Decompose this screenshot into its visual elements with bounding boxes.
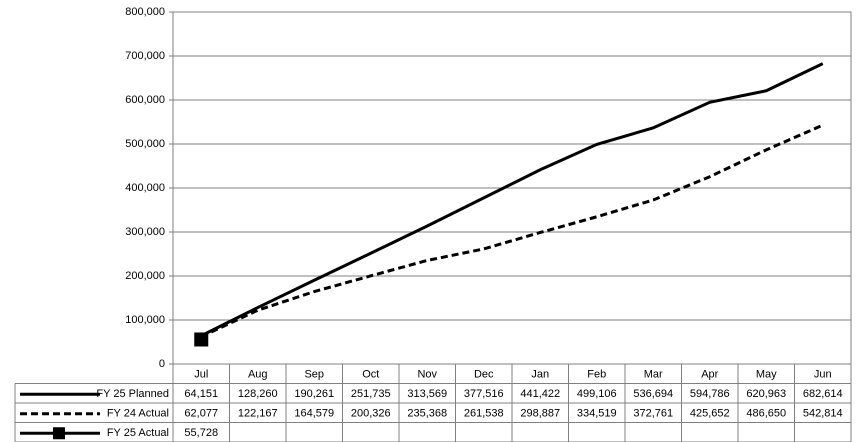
table-value: 620,963 (746, 388, 786, 400)
x-tick-label: Oct (362, 369, 379, 381)
x-tick-label: Sep (304, 369, 324, 381)
table-value: 261,538 (464, 408, 504, 420)
x-tick-label: Nov (417, 369, 437, 381)
x-tick-label: Mar (644, 369, 663, 381)
table-value: 122,167 (238, 408, 278, 420)
table-value: 190,261 (294, 388, 334, 400)
table-value: 235,368 (407, 408, 447, 420)
table-value: 594,786 (690, 388, 730, 400)
table-value: 499,106 (577, 388, 617, 400)
table-value: 298,887 (520, 408, 560, 420)
table-value: 164,579 (294, 408, 334, 420)
y-tick-label: 200,000 (125, 270, 165, 282)
table-value: 372,761 (633, 408, 673, 420)
table-value: 542,814 (803, 408, 843, 420)
x-tick-label: Aug (248, 369, 268, 381)
legend-marker (53, 427, 65, 440)
table-value: 313,569 (407, 388, 447, 400)
series-marker (194, 332, 209, 347)
table-value: 128,260 (238, 388, 278, 400)
table-value: 251,735 (351, 388, 391, 400)
y-tick-label: 800,000 (125, 6, 165, 18)
y-tick-label: 700,000 (125, 50, 165, 62)
x-tick-label: Dec (474, 369, 494, 381)
table-value: 486,650 (746, 408, 786, 420)
table-value: 536,694 (633, 388, 673, 400)
table-value: 62,077 (184, 408, 218, 420)
series-line (200, 62, 824, 338)
y-tick-label: 100,000 (125, 314, 165, 326)
y-tick-label: 300,000 (125, 226, 165, 238)
x-tick-label: Jun (814, 369, 832, 381)
y-tick-label: 400,000 (125, 182, 165, 194)
x-tick-label: Jul (194, 369, 208, 381)
table-value: 334,519 (577, 408, 617, 420)
legend-label: FY 25 Actual (107, 427, 169, 439)
table-value: 377,516 (464, 388, 504, 400)
table-value: 64,151 (184, 388, 218, 400)
series-line (200, 123, 824, 339)
y-tick-label: 0 (159, 358, 165, 370)
table-value: 682,614 (803, 388, 843, 400)
legend-label: FY 24 Actual (107, 408, 169, 420)
table-value: 55,728 (184, 427, 218, 439)
x-tick-label: Apr (701, 369, 718, 381)
y-tick-label: 600,000 (125, 94, 165, 106)
x-tick-label: May (756, 369, 777, 381)
x-tick-label: Jan (531, 369, 549, 381)
table-value: 441,422 (520, 388, 560, 400)
table-value: 425,652 (690, 408, 730, 420)
legend-label: FY 25 Planned (96, 388, 169, 400)
y-tick-label: 500,000 (125, 138, 165, 150)
table-value: 200,326 (351, 408, 391, 420)
x-tick-label: Feb (587, 369, 606, 381)
